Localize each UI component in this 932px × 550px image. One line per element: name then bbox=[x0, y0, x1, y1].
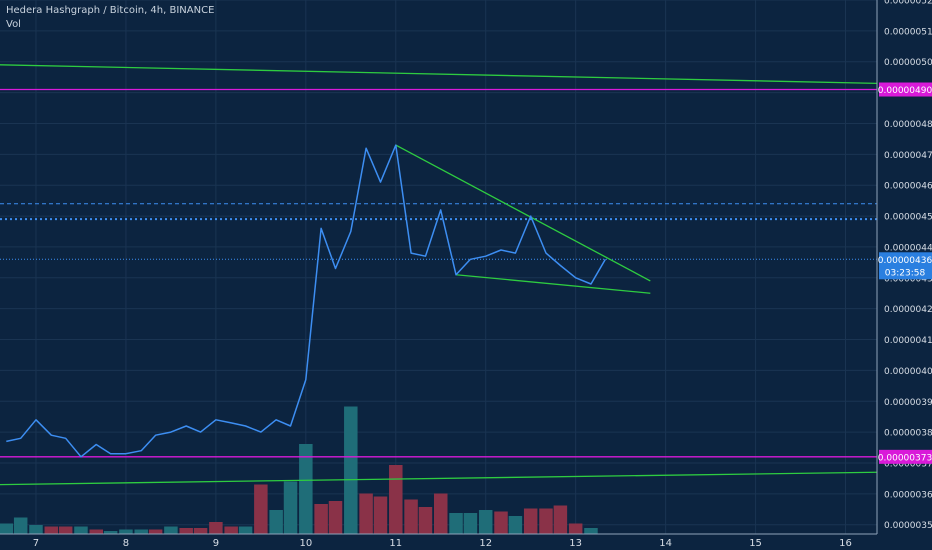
level-price-label: 0.00000373 bbox=[878, 453, 932, 463]
volume-bars bbox=[0, 406, 598, 534]
price-labels: 0.00000490 0.00000373 0.00000436 03:23:58 bbox=[878, 82, 932, 464]
time-axis-tick: 7 bbox=[33, 538, 39, 549]
time-axis-panel[interactable] bbox=[0, 534, 877, 550]
time-axis-tick: 12 bbox=[479, 538, 492, 549]
volume-bar bbox=[523, 508, 538, 534]
volume-bar bbox=[134, 529, 148, 534]
volume-bar bbox=[58, 526, 73, 534]
volume-legend-label: Vol bbox=[6, 19, 21, 30]
time-axis-tick: 10 bbox=[299, 538, 312, 549]
time-axis-tick: 13 bbox=[569, 538, 582, 549]
volume-bar bbox=[314, 504, 328, 534]
price-series bbox=[6, 144, 607, 458]
volume-bar bbox=[193, 528, 208, 534]
volume-bar bbox=[478, 510, 493, 534]
volume-bar bbox=[103, 531, 118, 534]
volume-bar bbox=[299, 444, 313, 534]
bar-countdown-label: 03:23:58 bbox=[885, 268, 926, 278]
drawing-objects[interactable] bbox=[0, 64, 878, 486]
volume-bar bbox=[508, 516, 523, 534]
current-price-label: 0.00000436 bbox=[878, 256, 932, 266]
symbol-title[interactable]: Hedera Hashgraph / Bitcoin, 4h, BINANCE bbox=[6, 5, 215, 16]
volume-bar bbox=[283, 481, 298, 534]
volume-bar bbox=[494, 511, 508, 534]
volume-bar bbox=[584, 528, 598, 534]
time-axis-tick: 9 bbox=[213, 538, 219, 549]
price-axis-tick: 0.00000350 bbox=[884, 521, 932, 531]
volume-bar bbox=[344, 406, 358, 534]
volume-bar bbox=[404, 499, 418, 534]
trend-line bbox=[0, 64, 878, 84]
time-axis-tick: 11 bbox=[389, 538, 402, 549]
volume-bar bbox=[44, 526, 59, 534]
trend-line bbox=[0, 471, 878, 486]
level-price-label: 0.00000490 bbox=[878, 86, 932, 96]
volume-bar bbox=[179, 528, 193, 534]
time-axis-tick: 15 bbox=[749, 538, 762, 549]
volume-bar bbox=[433, 493, 448, 534]
volume-bar bbox=[254, 484, 268, 534]
level-price-label-bg bbox=[879, 82, 932, 97]
volume-bar bbox=[389, 465, 403, 534]
volume-bar bbox=[373, 496, 388, 534]
volume-bar bbox=[449, 513, 463, 534]
time-axis[interactable]: 7 8 9 10 11 12 13 14 15 16 bbox=[33, 538, 852, 549]
volume-bar bbox=[209, 522, 223, 534]
volume-bar bbox=[0, 523, 14, 534]
volume-bar bbox=[148, 529, 163, 534]
volume-bar bbox=[164, 526, 178, 534]
volume-bar bbox=[224, 526, 238, 534]
current-price-label-bg bbox=[879, 252, 932, 280]
volume-bar bbox=[13, 517, 28, 534]
volume-bar bbox=[328, 501, 343, 534]
volume-bar bbox=[89, 529, 103, 534]
volume-bar bbox=[539, 508, 553, 534]
volume-bar bbox=[238, 526, 253, 534]
volume-bar bbox=[463, 513, 478, 534]
volume-bar bbox=[269, 510, 283, 534]
volume-bar bbox=[359, 493, 373, 534]
volume-bar bbox=[29, 525, 43, 534]
volume-bar bbox=[74, 526, 88, 534]
volume-bar bbox=[418, 507, 433, 534]
level-price-label-bg bbox=[879, 449, 932, 464]
volume-bar bbox=[568, 523, 583, 534]
trend-line bbox=[395, 144, 651, 282]
time-axis-tick: 16 bbox=[839, 538, 852, 549]
time-axis-tick: 8 bbox=[123, 538, 129, 549]
trend-line bbox=[455, 274, 651, 294]
time-axis-tick: 14 bbox=[659, 538, 672, 549]
volume-bar bbox=[119, 529, 133, 534]
price-line bbox=[6, 144, 607, 458]
volume-bar bbox=[553, 505, 568, 534]
grid-lines bbox=[0, 0, 877, 534]
price-axis[interactable]: 0.000005200.000005100.000005000.00000490… bbox=[884, 0, 932, 531]
